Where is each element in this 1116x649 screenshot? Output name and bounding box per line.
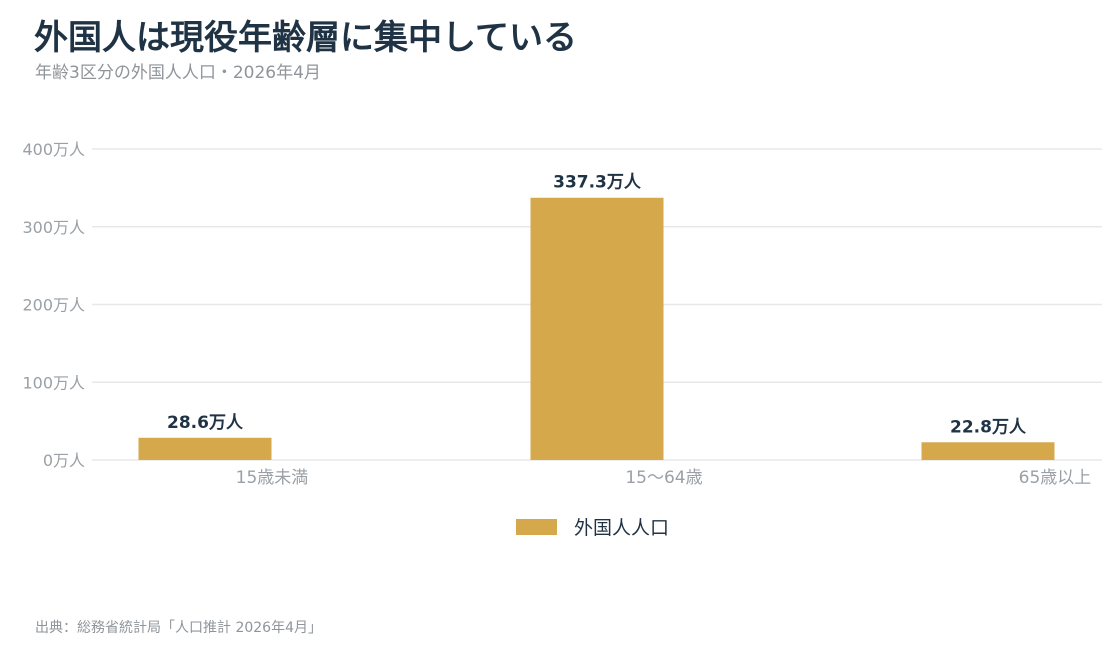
data-labels: 28.6万人 337.3万人 22.8万人 [167,173,1027,438]
x-axis-categories: 15歳未満 15〜64歳 65歳以上 [236,468,1092,488]
legend-swatch [516,519,557,535]
category-label: 15〜64歳 [625,468,702,488]
bar [921,442,1055,460]
source-note: 出典：総務省統計局「人口推計 2026年4月」 [35,620,322,636]
bars [138,197,1055,460]
legend: 外国人人口 [516,517,669,539]
y-axis-ticks: 0万人 100万人 200万人 300万人 400万人 [22,140,85,470]
legend-label: 外国人人口 [574,517,669,539]
bar [138,437,272,460]
category-label: 15歳未満 [236,468,309,488]
y-tick-label: 0万人 [43,451,85,470]
data-label: 28.6万人 [167,413,244,433]
data-label: 22.8万人 [950,417,1027,437]
bar [530,197,664,460]
y-tick-label: 200万人 [22,296,85,315]
y-tick-label: 300万人 [22,218,85,237]
y-tick-label: 400万人 [22,140,85,159]
chart-title: 外国人は現役年齢層に集中している [34,18,577,58]
data-label: 337.3万人 [553,173,642,193]
y-tick-label: 100万人 [22,373,85,392]
category-label: 65歳以上 [1019,468,1092,488]
chart-subtitle: 年齢3区分の外国人人口・2026年4月 [35,63,321,83]
